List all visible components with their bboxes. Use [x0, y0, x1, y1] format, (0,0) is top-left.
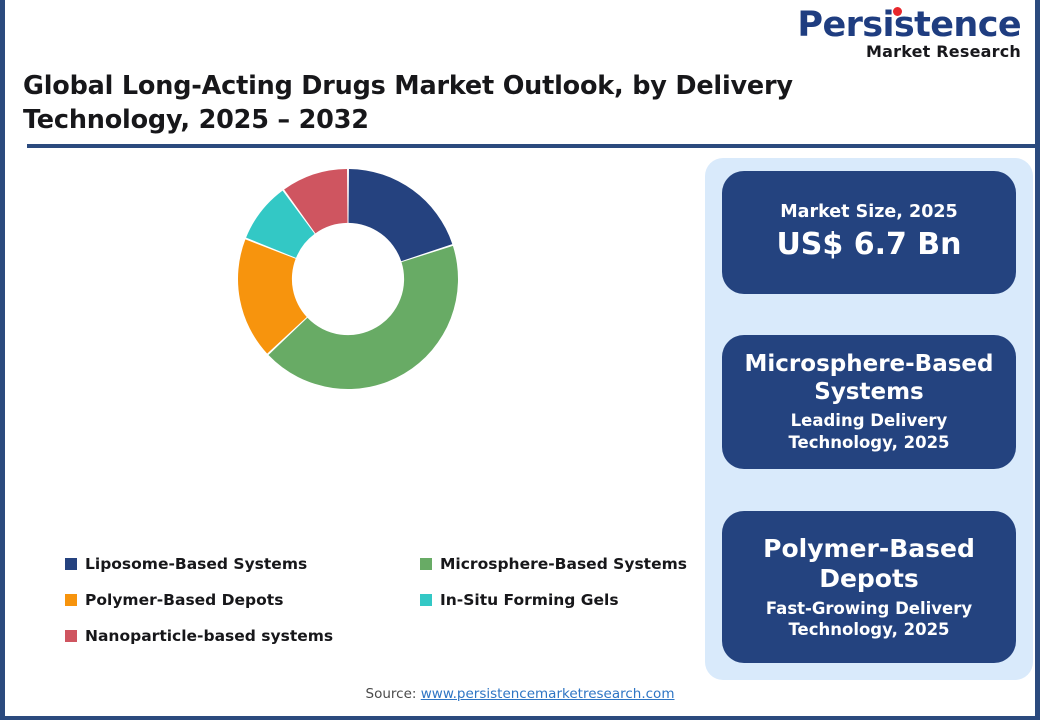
legend-row: Polymer-Based Depots In-Situ Forming Gel… — [65, 582, 705, 618]
legend-row: Liposome-Based Systems Microsphere-Based… — [65, 546, 705, 582]
card-value: US$ 6.7 Bn — [776, 226, 962, 262]
chart-legend: Liposome-Based Systems Microsphere-Based… — [65, 546, 705, 654]
legend-swatch-icon — [65, 594, 77, 606]
highlight-card-fast-growing-technology: Polymer-Based Depots Fast-Growing Delive… — [722, 511, 1016, 663]
legend-label: Nanoparticle-based systems — [85, 627, 334, 645]
donut-slice — [348, 169, 453, 262]
legend-label: In-Situ Forming Gels — [440, 591, 619, 609]
logo-tagline: Market Research — [866, 42, 1021, 61]
legend-item-nanoparticle-based-systems: Nanoparticle-based systems — [65, 627, 420, 645]
card-subtitle-line1: Leading Delivery — [790, 411, 948, 431]
card-subtitle: Fast-Growing Delivery Technology, 2025 — [766, 598, 972, 640]
brand-logo: Persistence Market Research — [797, 5, 1022, 61]
card-subtitle-line1: Fast-Growing Delivery — [765, 598, 973, 618]
card-caption: Market Size, 2025 — [780, 202, 958, 223]
legend-swatch-icon — [420, 558, 432, 570]
highlight-card-leading-technology: Microsphere-Based Systems Leading Delive… — [722, 335, 1016, 469]
highlights-panel: Market Size, 2025 US$ 6.7 Bn Microsphere… — [705, 158, 1033, 680]
card-subtitle-line2: Technology, 2025 — [788, 432, 950, 452]
donut-slice — [238, 239, 307, 354]
logo-wordmark: Persistence — [797, 5, 1022, 45]
source-prefix: Source: — [365, 686, 421, 702]
legend-item-polymer-based-depots: Polymer-Based Depots — [65, 591, 420, 609]
legend-label: Polymer-Based Depots — [85, 591, 284, 609]
legend-item-microsphere-based-systems: Microsphere-Based Systems — [420, 555, 705, 573]
donut-slice — [268, 245, 458, 389]
source-link[interactable]: www.persistencemarketresearch.com — [420, 686, 675, 702]
title-divider — [27, 144, 1035, 148]
card-subtitle-line2: Technology, 2025 — [788, 620, 950, 639]
logo-red-dot-icon — [893, 7, 903, 16]
card-subtitle: Leading Delivery Technology, 2025 — [788, 410, 949, 452]
highlight-card-market-size: Market Size, 2025 US$ 6.7 Bn — [722, 171, 1016, 294]
legend-row: Nanoparticle-based systems — [65, 618, 705, 654]
donut-slice — [284, 169, 348, 234]
donut-chart — [238, 169, 458, 389]
card-heading: Polymer-Based Depots — [763, 533, 975, 593]
donut-slice — [246, 190, 315, 258]
legend-label: Liposome-Based Systems — [85, 555, 308, 573]
legend-item-liposome-based-systems: Liposome-Based Systems — [65, 555, 420, 573]
source-footer: Source: www.persistencemarketresearch.co… — [5, 686, 1035, 702]
chart-container — [15, 152, 695, 552]
card-heading: Microsphere-Based Systems — [744, 351, 994, 405]
logo-wordmark-text: Persistence — [797, 5, 1021, 45]
legend-label: Microsphere-Based Systems — [440, 555, 687, 573]
page-title: Global Long-Acting Drugs Market Outlook,… — [23, 71, 793, 135]
legend-swatch-icon — [420, 594, 432, 606]
legend-item-in-situ-forming-gels: In-Situ Forming Gels — [420, 591, 705, 609]
legend-swatch-icon — [65, 558, 77, 570]
legend-swatch-icon — [65, 630, 77, 642]
